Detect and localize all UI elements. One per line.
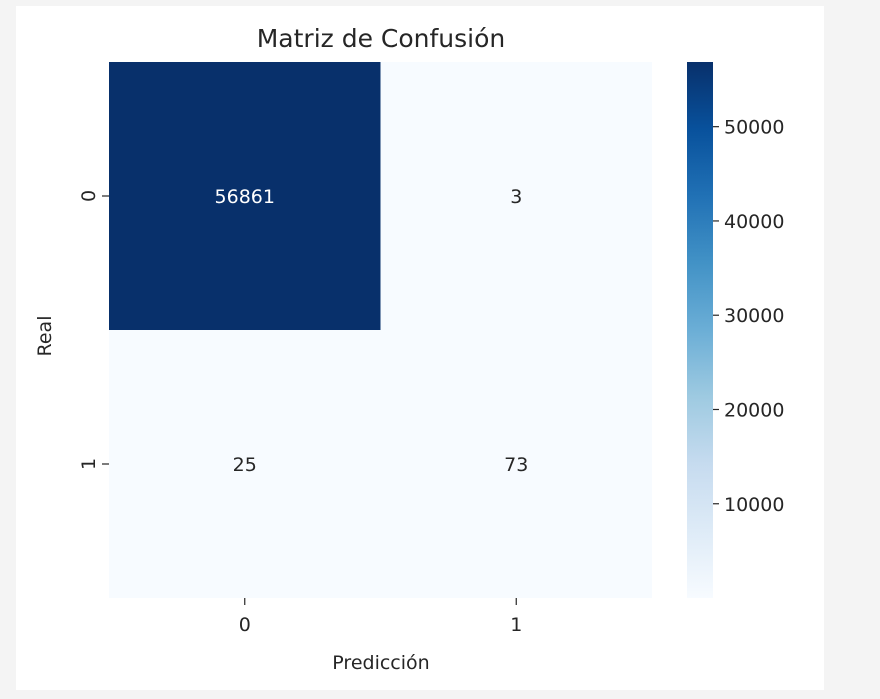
heatmap-cell-1-0 bbox=[109, 330, 381, 598]
cell-value-1-1: 73 bbox=[504, 454, 528, 476]
heatmap-cell-1-1 bbox=[380, 330, 652, 598]
colorbar-tick-label: 50000 bbox=[724, 117, 784, 139]
colorbar-tick-label: 40000 bbox=[724, 211, 784, 233]
x-tick-label: 1 bbox=[510, 614, 522, 636]
cell-value-0-1: 3 bbox=[510, 186, 522, 208]
cell-value-0-0: 56861 bbox=[215, 186, 275, 208]
colorbar-tick-label: 30000 bbox=[724, 305, 784, 327]
heatmap-cell-0-0 bbox=[109, 62, 381, 330]
cell-value-1-0: 25 bbox=[233, 454, 257, 476]
heatmap-cells bbox=[109, 62, 652, 598]
heatmap-cell-0-1 bbox=[380, 62, 652, 330]
x-axis-label: Predicción bbox=[332, 652, 429, 674]
y-tick-label: 0 bbox=[78, 190, 100, 202]
y-tick-label: 1 bbox=[78, 458, 100, 470]
y-axis-ticks: 01 bbox=[78, 190, 109, 470]
heatmap-cell-labels: 56861 3 25 73 bbox=[215, 186, 529, 476]
chart-title: Matriz de Confusión bbox=[257, 24, 506, 53]
x-tick-label: 0 bbox=[239, 614, 251, 636]
y-axis-label: Real bbox=[34, 316, 56, 357]
colorbar-ticks: 10000 20000 30000 40000 50000 bbox=[713, 117, 784, 516]
colorbar-tick-label: 10000 bbox=[724, 494, 784, 516]
colorbar-tick-label: 20000 bbox=[724, 399, 784, 421]
colorbar bbox=[687, 62, 713, 598]
